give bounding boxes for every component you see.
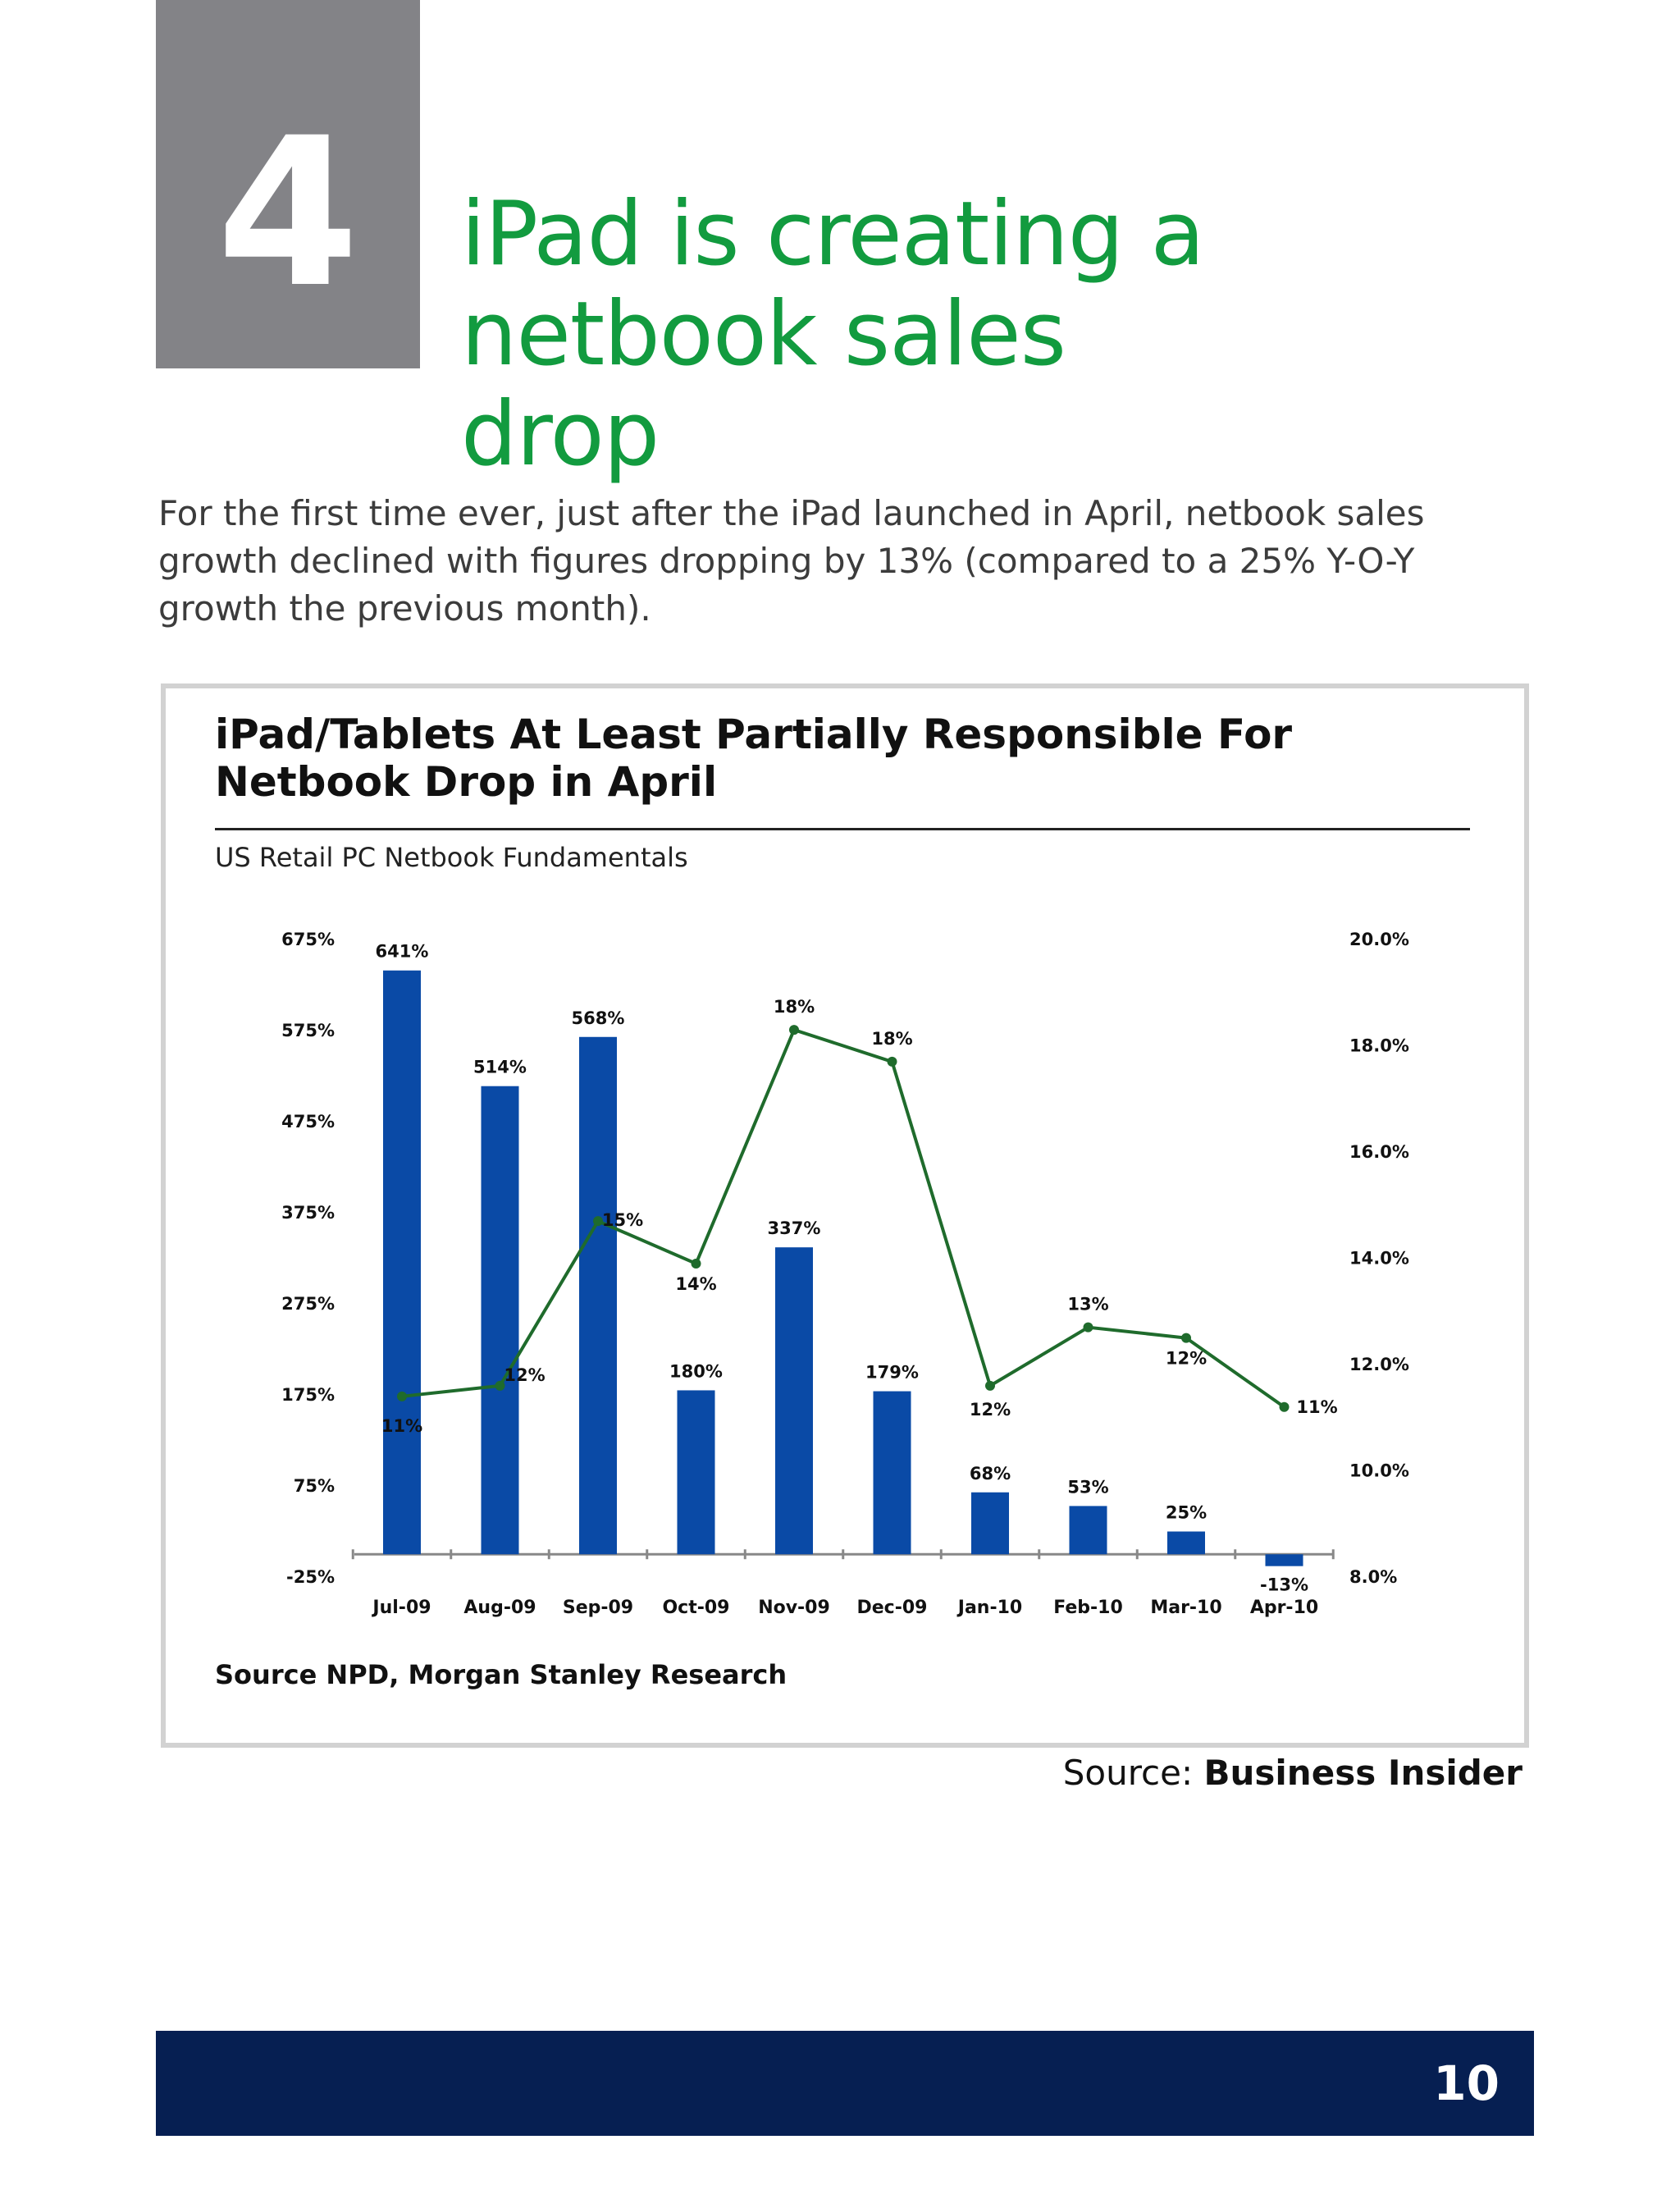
figure-title-rule (215, 828, 1470, 830)
y-right-tick-label: 8.0% (1349, 1567, 1397, 1587)
credit-name: Business Insider (1203, 1753, 1523, 1793)
y-left-tick-label: 275% (281, 1294, 335, 1314)
bar (971, 1492, 1009, 1555)
bar (481, 1086, 519, 1555)
line-value-label: 11% (381, 1416, 422, 1436)
line-value-label: 14% (675, 1274, 716, 1294)
x-tick-label: Mar-10 (1150, 1598, 1221, 1618)
section-number-box: 4 (156, 0, 420, 368)
line-value-label: 11% (1296, 1397, 1337, 1417)
growth-point (1083, 1322, 1093, 1333)
x-tick-label: Apr-10 (1250, 1598, 1318, 1618)
figure-title-line-2: Netbook Drop in April (215, 758, 718, 806)
figure-title: iPad/Tablets At Least Partially Responsi… (215, 711, 1445, 806)
growth-point (495, 1380, 505, 1391)
x-tick-label: Oct-09 (662, 1598, 729, 1618)
x-tick-label: Nov-09 (758, 1598, 830, 1618)
y-left-tick-label: 175% (281, 1385, 335, 1405)
x-tick-label: Jan-10 (956, 1598, 1022, 1618)
page-headline: iPad is creating a netbook sales drop (461, 185, 1281, 485)
y-left-tick-label: 575% (281, 1021, 335, 1040)
bar (1167, 1531, 1205, 1555)
x-tick-label: Feb-10 (1053, 1598, 1123, 1618)
headline-line-1: iPad is creating a (461, 183, 1205, 286)
bar (775, 1247, 813, 1555)
line-value-label: 15% (602, 1210, 643, 1230)
bar (579, 1036, 617, 1555)
bar-value-label: 337% (768, 1218, 821, 1238)
credit-prefix: Source: (1062, 1753, 1204, 1793)
intro-paragraph: For the first time ever, just after the … (158, 493, 1425, 629)
bar-value-label: 25% (1166, 1503, 1207, 1523)
growth-point (1279, 1401, 1290, 1412)
growth-point (789, 1025, 799, 1035)
growth-point (887, 1056, 897, 1067)
figure-title-line-1: iPad/Tablets At Least Partially Responsi… (215, 711, 1293, 758)
section-number: 4 (217, 94, 359, 332)
x-tick-label: Sep-09 (563, 1598, 633, 1618)
y-left-tick-label: 475% (281, 1112, 335, 1132)
x-tick-label: Dec-09 (857, 1598, 928, 1618)
page-number: 10 (1433, 2055, 1500, 2111)
growth-point (985, 1380, 995, 1391)
x-tick-label: Jul-09 (371, 1598, 431, 1618)
bar (383, 970, 421, 1555)
bar-value-label: 568% (572, 1008, 625, 1028)
footer-bar: 10 (156, 2031, 1534, 2136)
bar (1069, 1506, 1107, 1555)
line-value-label: 12% (504, 1365, 545, 1385)
bar-value-label: -13% (1260, 1575, 1308, 1595)
bar-value-label: 68% (970, 1464, 1011, 1484)
y-right-tick-label: 12.0% (1349, 1355, 1409, 1374)
growth-point (1181, 1333, 1191, 1343)
source-credit: Source: Business Insider (1063, 1753, 1522, 1793)
bar-value-label: 641% (376, 942, 429, 962)
line-value-label: 12% (1166, 1349, 1207, 1369)
y-left-tick-label: 75% (294, 1476, 335, 1496)
growth-point (593, 1216, 603, 1227)
bar-value-label: 514% (473, 1058, 527, 1077)
growth-point (691, 1258, 701, 1269)
x-tick-label: Aug-09 (463, 1598, 536, 1618)
bar-value-label: 180% (669, 1361, 723, 1381)
bar (677, 1390, 715, 1555)
line-value-label: 13% (1067, 1295, 1108, 1314)
y-right-tick-label: 14.0% (1349, 1249, 1409, 1269)
y-left-tick-label: 675% (281, 930, 335, 949)
line-value-label: 18% (871, 1029, 912, 1049)
y-right-tick-label: 10.0% (1349, 1461, 1409, 1481)
y-right-tick-label: 18.0% (1349, 1036, 1409, 1056)
headline-line-2: netbook sales drop (461, 283, 1066, 486)
bar (873, 1391, 911, 1555)
line-value-label: 18% (774, 997, 815, 1017)
growth-line (401, 1027, 1285, 1409)
bar-value-label: 53% (1067, 1477, 1108, 1497)
bar-value-label: 179% (865, 1363, 919, 1383)
figure-source: Source NPD, Morgan Stanley Research (215, 1659, 788, 1690)
y-right-tick-label: 20.0% (1349, 930, 1409, 949)
line-value-label: 12% (970, 1400, 1011, 1420)
growth-point (397, 1391, 407, 1401)
figure-subtitle: US Retail PC Netbook Fundamentals (215, 842, 688, 873)
y-left-tick-label: -25% (286, 1567, 335, 1587)
bar (1265, 1554, 1303, 1566)
y-right-tick-label: 16.0% (1349, 1142, 1409, 1162)
y-left-tick-label: 375% (281, 1203, 335, 1223)
